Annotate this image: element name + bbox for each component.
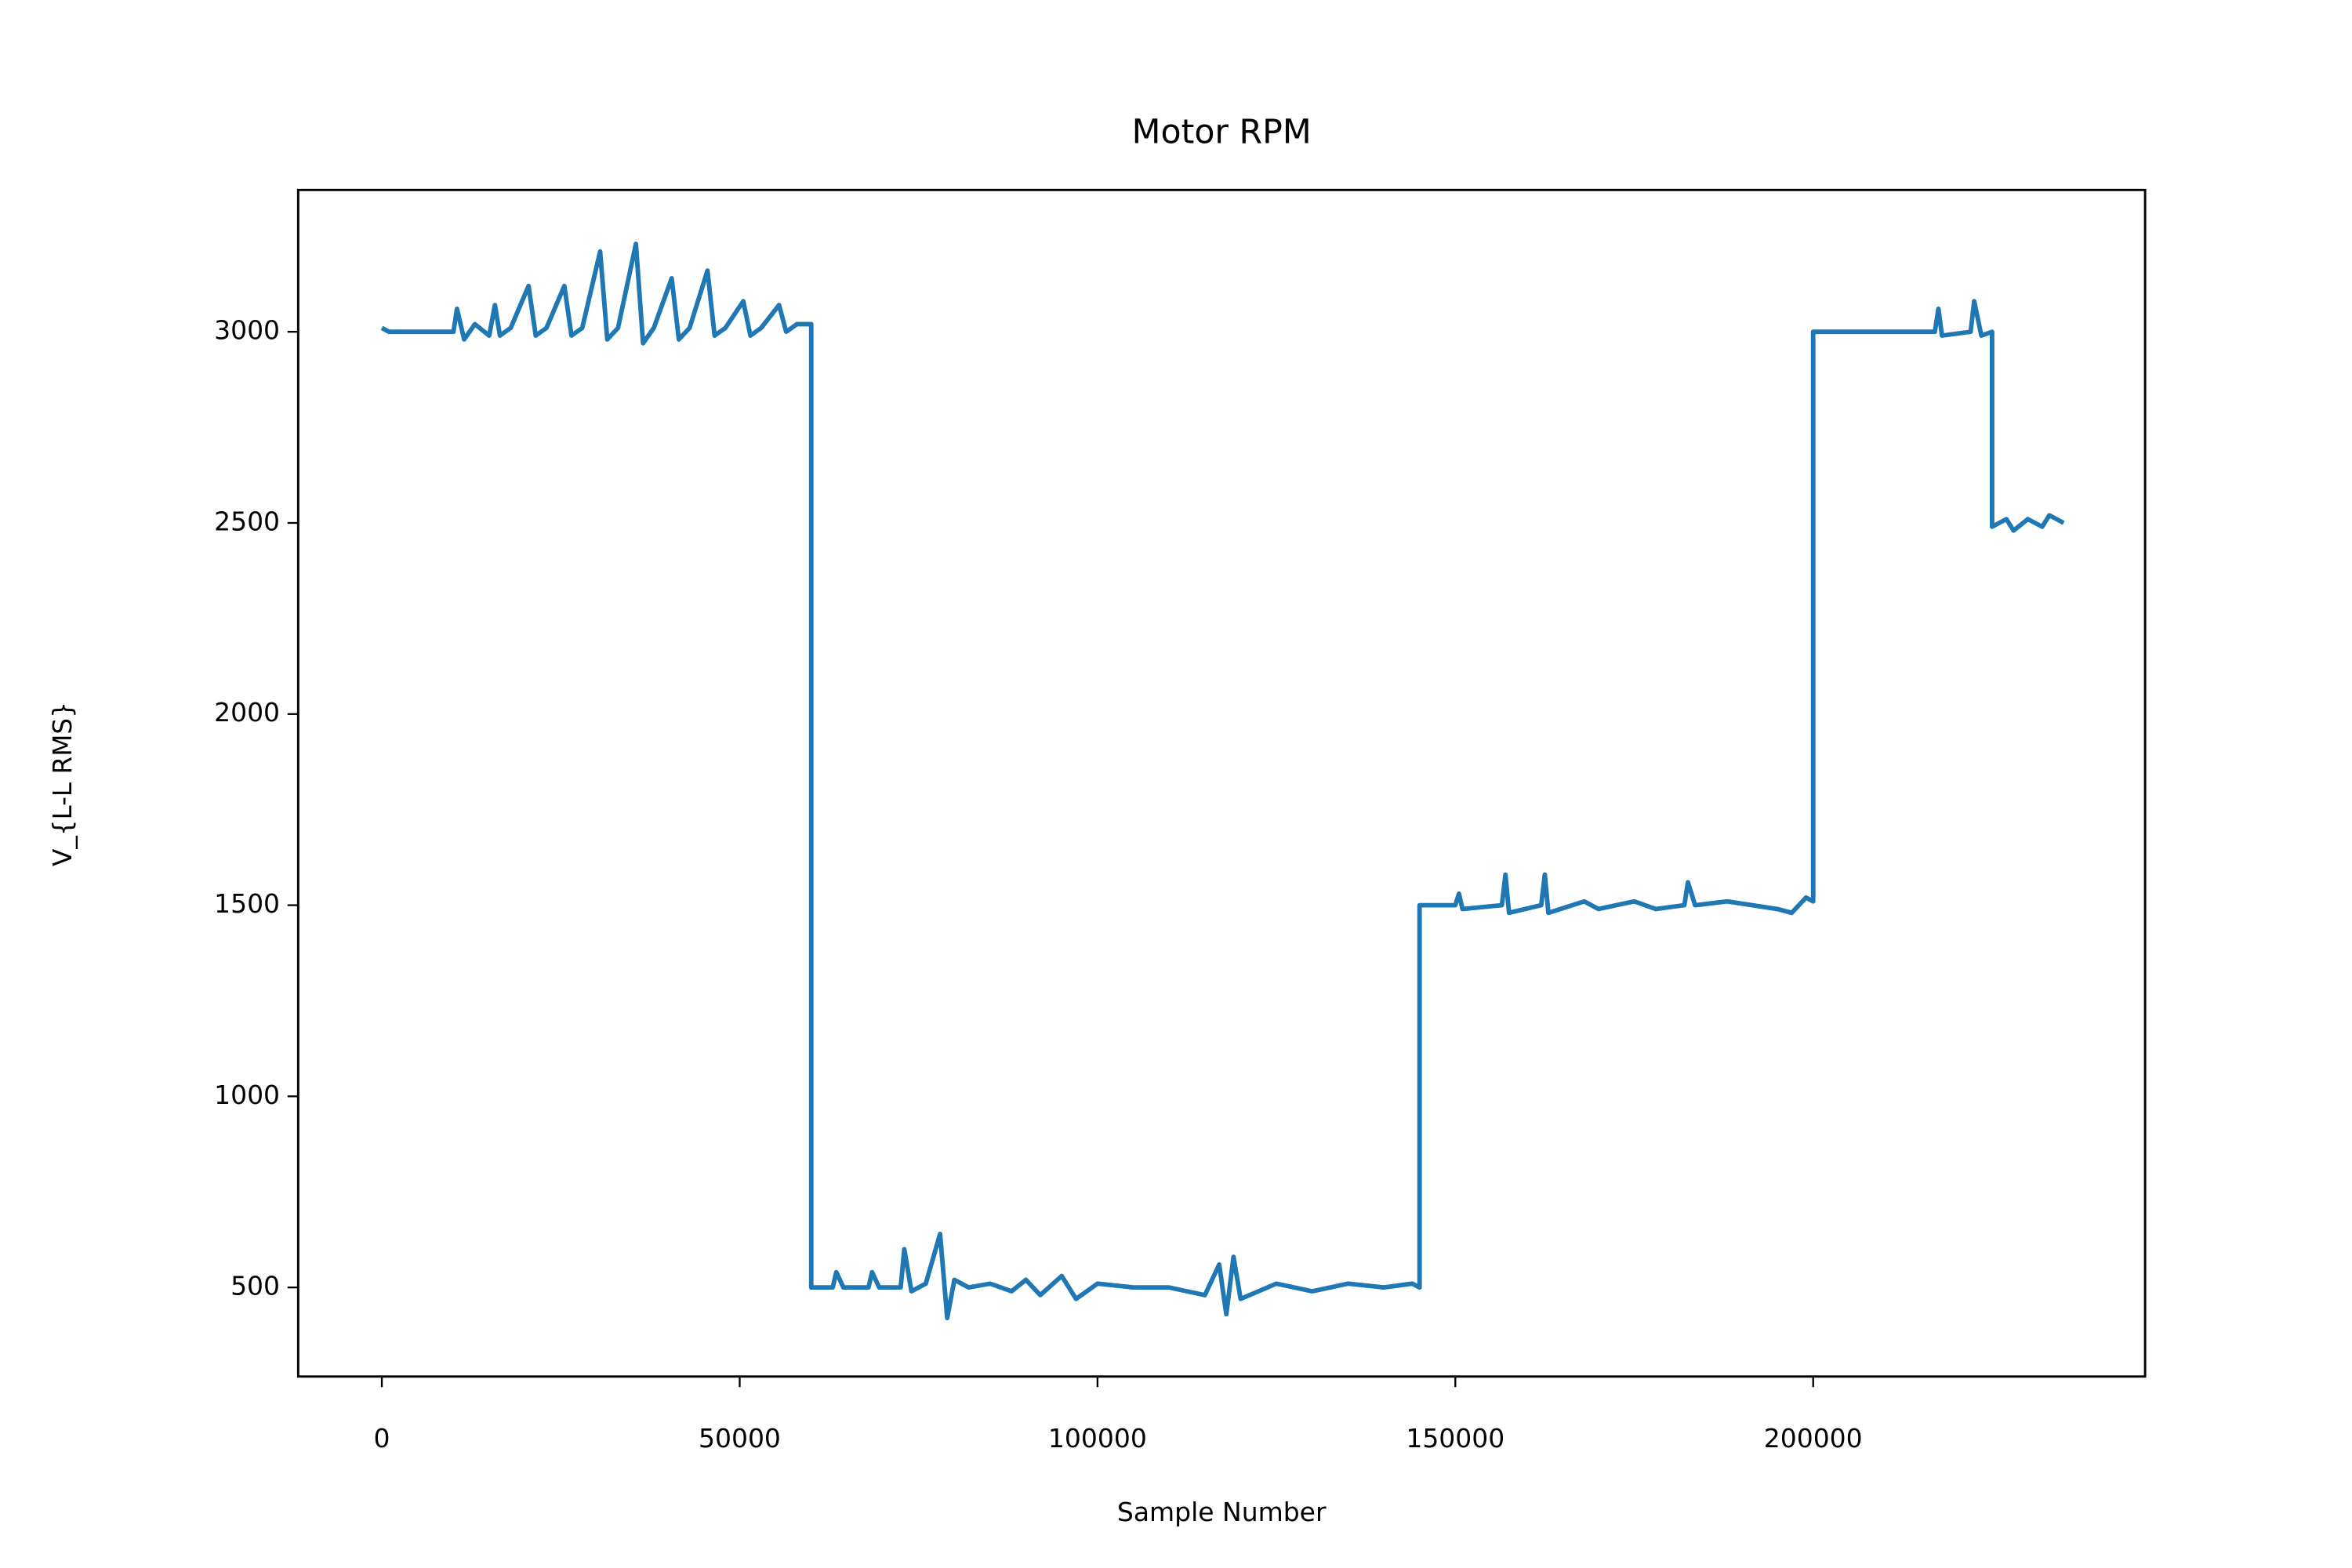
x-tick-label: 150000 <box>1406 1424 1504 1454</box>
x-tick-label: 0 <box>374 1424 390 1454</box>
y-tick-label: 1500 <box>214 889 280 919</box>
x-tick-label: 200000 <box>1764 1424 1863 1454</box>
data-line <box>380 241 2065 1321</box>
y-tick-label: 1000 <box>214 1080 280 1110</box>
plot-frame <box>296 188 2147 1378</box>
x-tick-label: 100000 <box>1048 1424 1147 1454</box>
y-axis-label: V_{L-L RMS} <box>48 702 78 866</box>
y-tick-label: 500 <box>230 1272 280 1301</box>
chart-title: Motor RPM <box>1132 114 1312 152</box>
y-tick-label: 2000 <box>214 698 280 728</box>
y-tick-label: 2500 <box>214 507 280 537</box>
y-tick-label: 3000 <box>214 316 280 346</box>
x-axis-label: Sample Number <box>1117 1497 1327 1527</box>
x-tick-label: 50000 <box>699 1424 781 1454</box>
